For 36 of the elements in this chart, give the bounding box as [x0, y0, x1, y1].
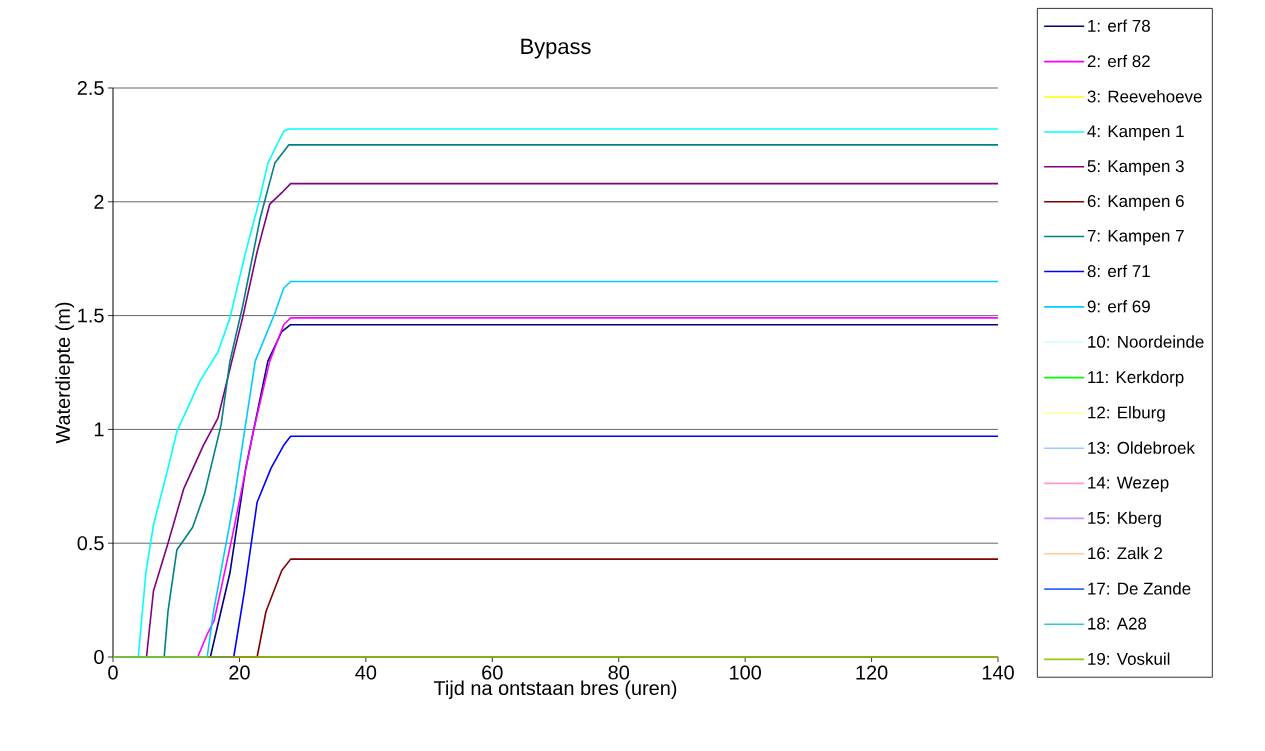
legend-label: 1: erf 78 — [1088, 19, 1150, 32]
legend-label: 3: Reevehoeve — [1087, 90, 1202, 103]
y-tick-label: 0.5 — [77, 536, 104, 551]
x-tick-label: 80 — [608, 665, 630, 680]
legend-label: 17: De Zande — [1088, 582, 1191, 595]
y-tick-label: 2 — [94, 194, 104, 209]
chart-title: Bypass — [521, 38, 591, 59]
y-tick-label: 0 — [94, 649, 104, 665]
x-tick-label: 0 — [108, 665, 118, 680]
legend-label: 2: erf 82 — [1087, 54, 1150, 68]
x-tick-label: 40 — [355, 665, 377, 680]
legend-label: 16: Zalk 2 — [1088, 546, 1163, 560]
legend-label: 10: Noordeinde — [1088, 335, 1204, 348]
legend-label: 19: Voskuil — [1088, 652, 1170, 665]
legend-label: 9: erf 69 — [1087, 300, 1150, 313]
legend-label: 5: Kampen 3 — [1087, 160, 1184, 176]
legend-label: 15: Kberg — [1088, 511, 1161, 528]
y-tick-label: 1 — [94, 422, 104, 437]
legend-label: 14: Wezep — [1088, 476, 1169, 492]
x-tick-label: 120 — [856, 665, 888, 680]
legend-label: 11: Kerkdorp — [1088, 370, 1184, 387]
legend-label: 8: erf 71 — [1087, 264, 1150, 278]
legend-label: 18: A28 — [1088, 617, 1147, 630]
x-tick-label: 20 — [229, 665, 250, 680]
legend-label: 4: Kampen 1 — [1087, 125, 1184, 141]
y-axis-title: Waterdiepte (m) — [55, 302, 74, 444]
x-tick-label: 60 — [482, 665, 503, 680]
legend-label: 13: Oldebroek — [1088, 441, 1195, 454]
legend-label: 12: Elburg — [1088, 406, 1165, 422]
y-tick-label: 1.5 — [78, 308, 104, 323]
x-axis-title: Tijd na ontstaan bres (uren) — [433, 680, 677, 700]
x-tick-label: 140 — [982, 665, 1014, 680]
y-tick-label: 2.5 — [77, 80, 104, 96]
legend-label: 7: Kampen 7 — [1087, 229, 1184, 246]
x-tick-label: 100 — [730, 665, 761, 680]
legend-label: 6: Kampen 6 — [1087, 195, 1184, 211]
